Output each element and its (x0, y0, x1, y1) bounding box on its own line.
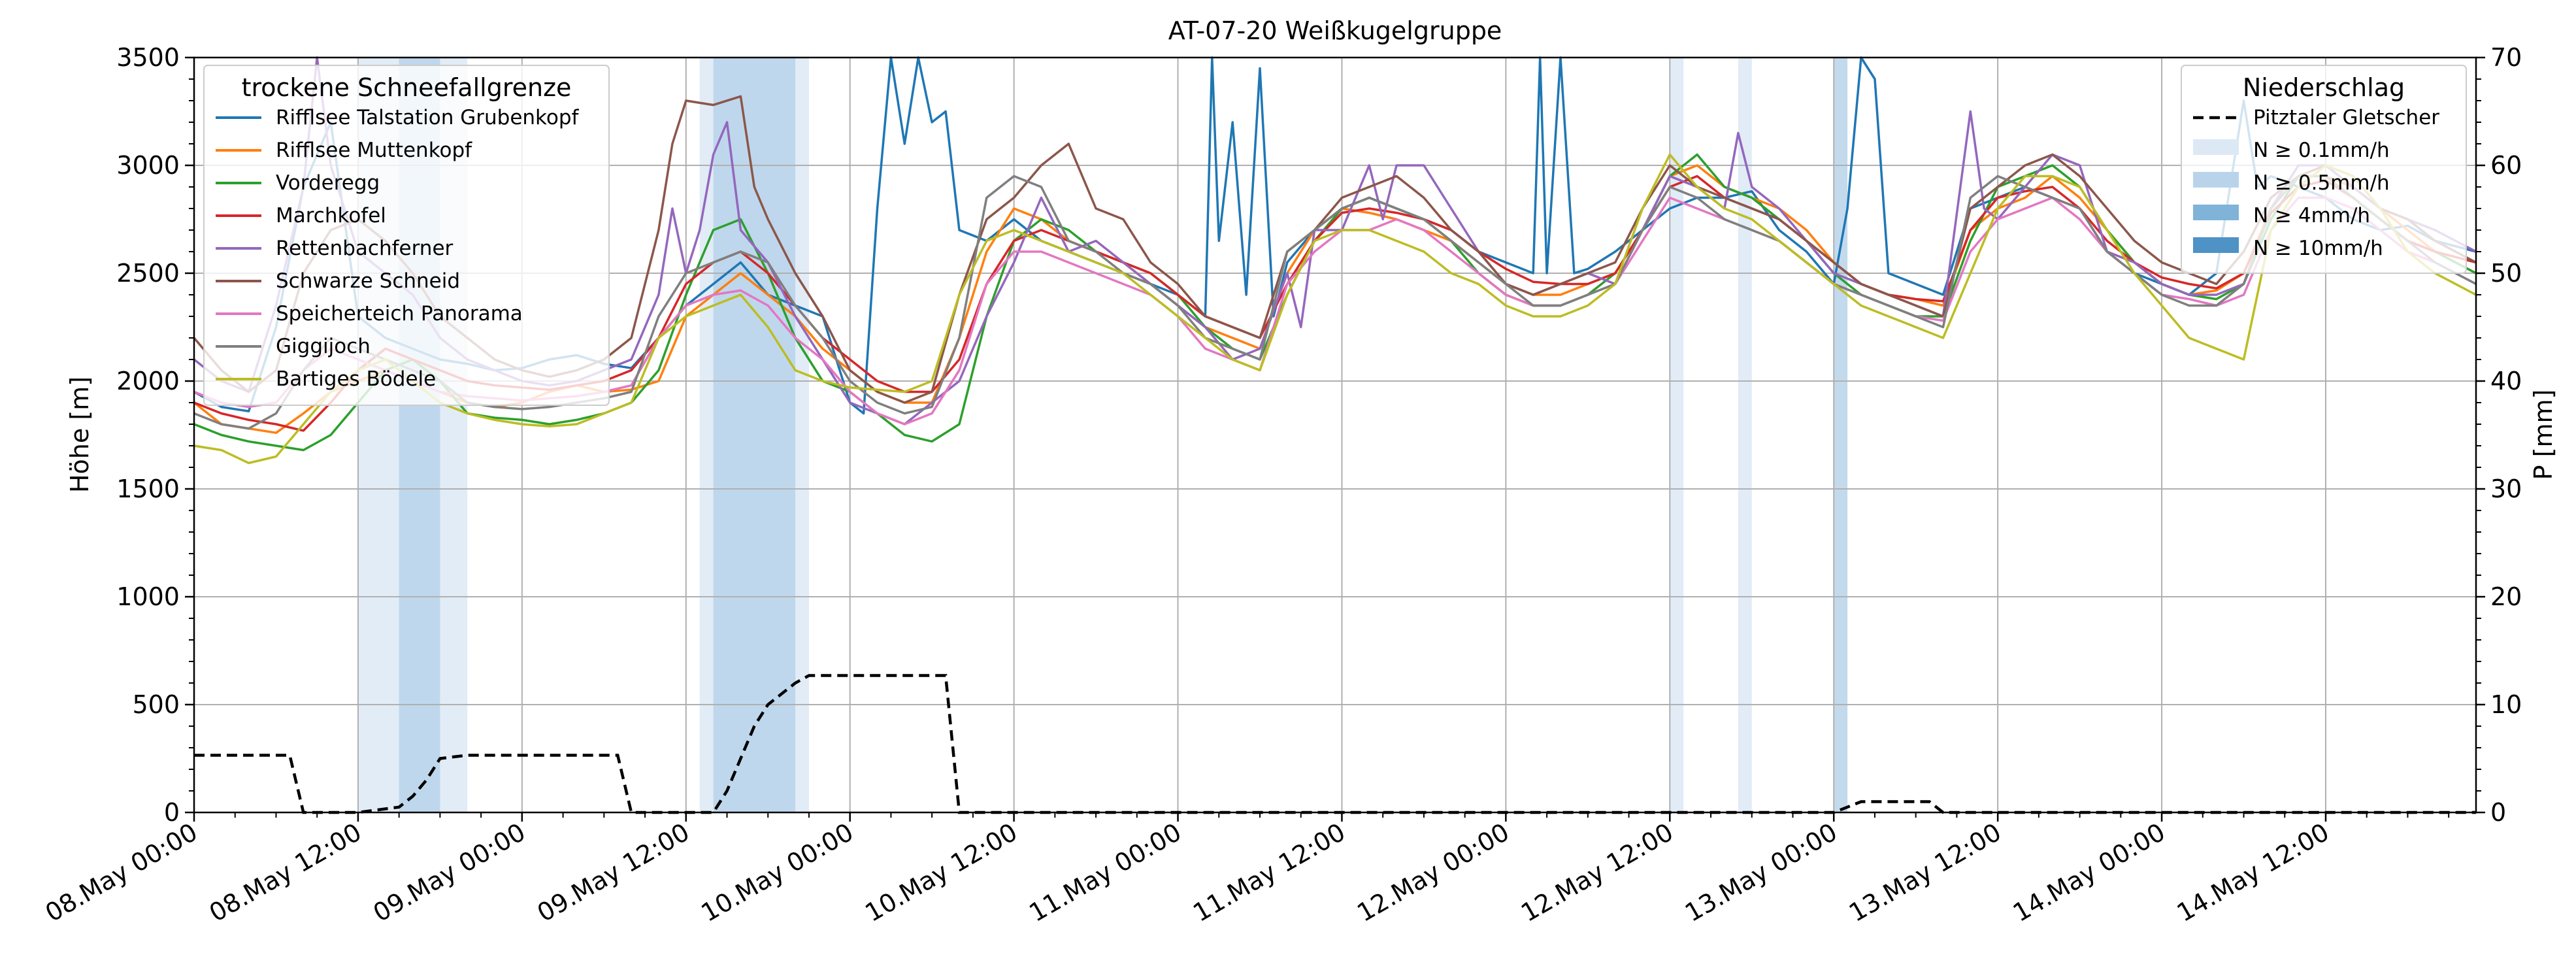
precip-band (713, 58, 796, 812)
legend-left-title: trockene Schneefallgrenze (242, 73, 572, 102)
y-right-tick-label: 40 (2490, 367, 2522, 395)
legend-right-entries: Pitztaler Gletscher N ≥ 0.1mm/h N ≥ 0.5mm/… (2193, 106, 2439, 260)
y-right-tick-label: 60 (2490, 151, 2522, 180)
y-right-tick-label: 10 (2490, 690, 2522, 719)
legend-right-band-swatch (2193, 172, 2239, 188)
legend-right-title: Niederschlag (2243, 73, 2405, 102)
legend-right-line-label: Pitztaler Gletscher (2253, 106, 2439, 129)
y-axis-label: Höhe [m] (65, 376, 94, 493)
legend-left-label: Rettenbachferner (276, 237, 454, 260)
y-axis-right-label: P [mm] (2529, 390, 2558, 480)
precip-band (1670, 58, 1684, 812)
legend-left-label: Bartiges Bödele (276, 367, 436, 391)
legend-left-label: Schwarze Schneid (276, 269, 460, 293)
legend-right-band-label: N ≥ 4mm/h (2253, 204, 2370, 227)
y-tick-label: 1000 (116, 582, 180, 611)
legend-left-label: Giggijoch (276, 335, 371, 358)
left-axis: 0 500 1000 1500 2000 2500 3000 3500 (116, 43, 194, 827)
precip-band (1834, 58, 1848, 812)
precip-line-group (194, 674, 2476, 814)
y-right-tick-label: 0 (2490, 798, 2506, 827)
legend-right-band-label: N ≥ 0.1mm/h (2253, 139, 2390, 162)
right-axis: 0 10 20 30 40 50 60 70 (2476, 43, 2522, 827)
legend-left-label: Rifflsee Talstation Grubenkopf (276, 106, 580, 129)
y-right-tick-label: 20 (2490, 582, 2522, 611)
y-tick-label: 2500 (116, 259, 180, 288)
legend-left-label: Rifflsee Muttenkopf (276, 139, 472, 162)
legend-right-band-swatch (2193, 237, 2239, 253)
series-line (193, 153, 2477, 465)
legend-left-label: Vorderegg (276, 171, 380, 195)
legend-left-entries: Rifflsee Talstation Grubenkopf Rifflsee M… (216, 106, 580, 391)
legend-right-band-label: N ≥ 10mm/h (2253, 237, 2383, 260)
y-right-tick-label: 50 (2490, 259, 2522, 288)
legend-right-box (2181, 65, 2467, 274)
y-right-tick-label: 70 (2490, 43, 2522, 72)
legend-right-band-swatch (2193, 205, 2239, 220)
legend-right-band-label: N ≥ 0.5mm/h (2253, 171, 2390, 195)
chart-title: AT-07-20 Weißkugelgruppe (1168, 16, 1502, 45)
y-right-tick-label: 30 (2490, 475, 2522, 503)
y-tick-label: 3500 (116, 43, 180, 72)
legend-left-label: Speicherteich Panorama (276, 302, 523, 325)
y-tick-label: 3000 (116, 151, 180, 180)
plot-frame (193, 56, 2477, 814)
legend-left: trockene Schneefallgrenze Rifflsee Talst… (203, 65, 610, 406)
y-tick-label: 2000 (116, 367, 180, 395)
legend-right: Niederschlag Pitztaler Gletscher N ≥ 0.1m… (2181, 65, 2467, 274)
legend-right-band-swatch (2193, 139, 2239, 155)
precip-line (194, 674, 2476, 814)
y-tick-label: 500 (132, 690, 180, 719)
y-tick-label: 0 (164, 798, 180, 827)
y-tick-label: 1500 (116, 475, 180, 503)
precip-band (1738, 58, 1752, 812)
legend-left-label: Marchkofel (276, 204, 386, 227)
legend-left-box (203, 65, 610, 406)
